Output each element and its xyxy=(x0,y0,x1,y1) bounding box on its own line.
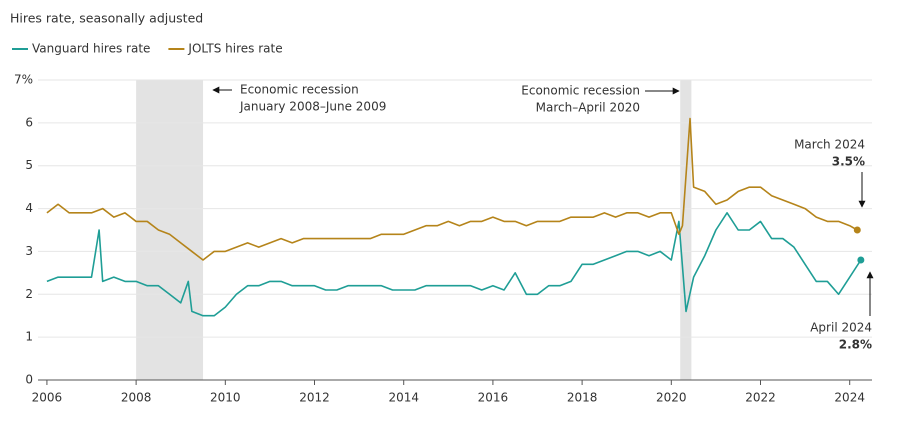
x-tick-label: 2010 xyxy=(210,391,241,405)
y-tick-label: 1 xyxy=(25,330,33,344)
annotation-text: January 2008–June 2009 xyxy=(239,100,386,114)
x-tick-label: 2012 xyxy=(299,391,330,405)
y-tick-label: 2 xyxy=(25,287,33,301)
y-tick-label: 5 xyxy=(25,158,33,172)
recession-shade xyxy=(680,80,692,380)
y-tick-label: 4 xyxy=(25,201,33,215)
annotation-text: Economic recession xyxy=(521,84,640,98)
x-tick-label: 2020 xyxy=(656,391,687,405)
x-tick-label: 2014 xyxy=(388,391,419,405)
annotation-text: 2.8% xyxy=(839,338,872,352)
x-tick-label: 2008 xyxy=(121,391,152,405)
annotation-text: Economic recession xyxy=(240,83,359,97)
annotation-text: March–April 2020 xyxy=(536,101,640,115)
chart-title: Hires rate, seasonally adjusted xyxy=(10,11,203,26)
end-point xyxy=(857,256,865,264)
legend-label: JOLTS hires rate xyxy=(187,42,282,56)
x-tick-label: 2022 xyxy=(745,391,776,405)
x-tick-label: 2024 xyxy=(834,391,865,405)
y-tick-label: 0 xyxy=(25,373,33,387)
y-tick-label: 3 xyxy=(25,244,33,258)
x-tick-label: 2018 xyxy=(567,391,598,405)
end-point xyxy=(853,226,861,234)
y-tick-label: 6 xyxy=(25,115,33,129)
x-tick-label: 2016 xyxy=(478,391,509,405)
y-tick-label: 7% xyxy=(14,73,33,87)
data-line xyxy=(46,117,858,261)
data-line xyxy=(46,212,862,317)
legend-label: Vanguard hires rate xyxy=(32,42,150,56)
x-tick-label: 2006 xyxy=(32,391,63,405)
annotation-text: April 2024 xyxy=(810,321,872,335)
recession-shade xyxy=(136,80,204,380)
annotation-text: March 2024 xyxy=(794,138,865,152)
annotation-text: 3.5% xyxy=(832,155,865,169)
